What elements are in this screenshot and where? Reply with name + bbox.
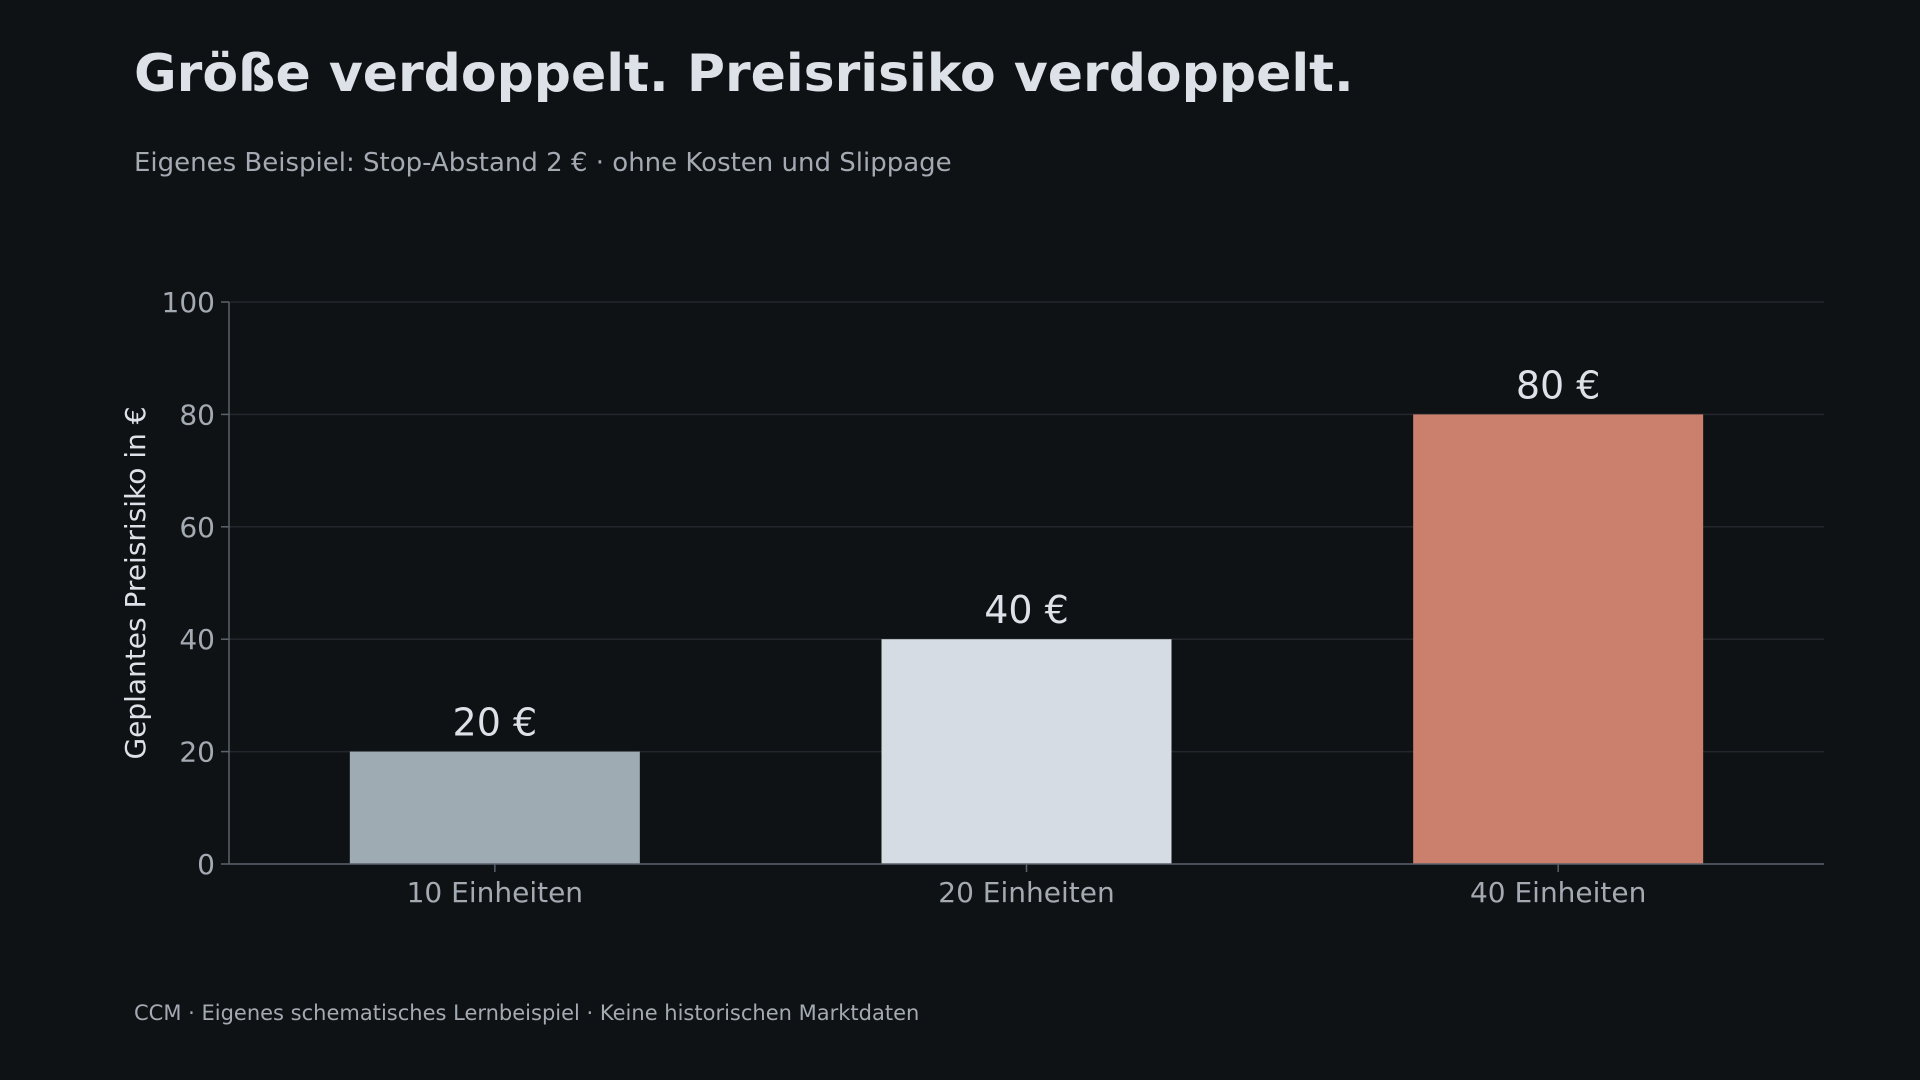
y-tick-label-80: 80 [179,398,215,431]
bar-1 [349,751,640,864]
y-axis-title: Geplantes Preisrisiko in € [119,406,152,759]
bars [349,414,1704,864]
bar-2 [881,639,1172,864]
labels: 0 20 40 60 80 100 10 Einheiten 20 € 20 Einheiten… [119,286,1646,909]
chart-title: Größe verdoppelt. Preisrisiko verdoppelt… [134,44,1354,104]
y-tick-label-60: 60 [179,511,215,544]
x-tick-label-3: 40 Einheiten [1470,876,1646,909]
bar-3 [1413,414,1704,864]
y-tick-label-100: 100 [162,286,215,319]
footer-note: CCM · Eigenes schematisches Lernbeispiel… [134,1001,920,1025]
y-tick-label-0: 0 [197,848,215,881]
y-tick-label-20: 20 [179,736,215,769]
chart-subtitle: Eigenes Beispiel: Stop-Abstand 2 € · ohn… [134,148,952,178]
axes [221,301,1824,872]
y-tick-label-40: 40 [179,623,215,656]
data-label-2: 40 € [984,588,1069,632]
data-label-1: 20 € [453,701,538,745]
x-tick-label-1: 10 Einheiten [407,876,583,909]
data-label-3: 80 € [1516,363,1601,407]
x-tick-label-2: 20 Einheiten [938,876,1114,909]
